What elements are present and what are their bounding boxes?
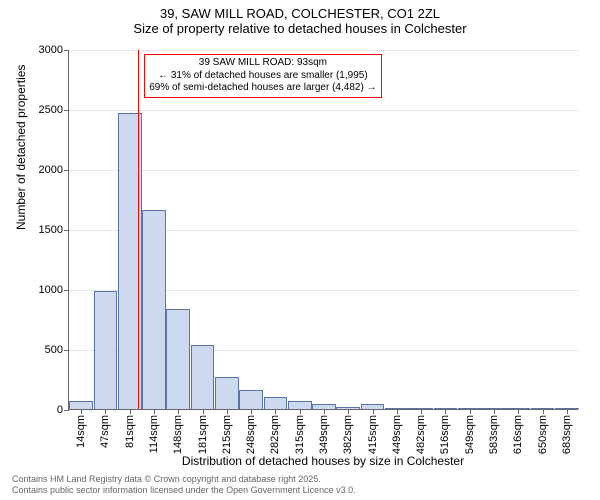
x-axis-label: Distribution of detached houses by size … — [68, 454, 578, 468]
histogram-bar — [142, 210, 166, 409]
y-tick — [64, 110, 69, 111]
property-marker-line — [138, 50, 139, 409]
x-tick — [494, 409, 495, 414]
x-tick — [178, 409, 179, 414]
x-tick — [445, 409, 446, 414]
x-tick — [81, 409, 82, 414]
y-tick-label: 2000 — [39, 164, 63, 176]
y-tick-label: 2500 — [39, 104, 63, 116]
y-tick-label: 1000 — [39, 284, 63, 296]
y-tick-label: 3000 — [39, 44, 63, 56]
y-tick-label: 500 — [45, 344, 63, 356]
x-tick — [567, 409, 568, 414]
x-tick — [300, 409, 301, 414]
y-tick — [64, 410, 69, 411]
x-tick-label: 14sqm — [75, 415, 87, 448]
chart-area: 05001000150020002500300014sqm47sqm81sqm1… — [68, 50, 578, 410]
title-block: 39, SAW MILL ROAD, COLCHESTER, CO1 2ZL S… — [0, 0, 600, 36]
histogram-bar — [215, 377, 239, 409]
x-tick — [348, 409, 349, 414]
x-tick-label: 349sqm — [318, 415, 330, 454]
footer-line2: Contains public sector information licen… — [12, 485, 356, 496]
x-tick — [518, 409, 519, 414]
x-tick — [105, 409, 106, 414]
x-tick-label: 382sqm — [342, 415, 354, 454]
footer-attribution: Contains HM Land Registry data © Crown c… — [12, 474, 356, 496]
x-tick — [324, 409, 325, 414]
x-tick — [203, 409, 204, 414]
y-axis-label: Number of detached properties — [14, 65, 28, 230]
callout-line: 39 SAW MILL ROAD: 93sqm — [149, 57, 376, 70]
histogram-bar — [239, 390, 263, 409]
x-tick-label: 683sqm — [561, 415, 573, 454]
histogram-bar — [69, 401, 93, 409]
histogram-bar — [191, 345, 215, 409]
x-tick-label: 181sqm — [197, 415, 209, 454]
callout-box: 39 SAW MILL ROAD: 93sqm← 31% of detached… — [144, 54, 381, 98]
x-tick — [373, 409, 374, 414]
title-address: 39, SAW MILL ROAD, COLCHESTER, CO1 2ZL — [0, 6, 600, 21]
x-tick-label: 415sqm — [367, 415, 379, 454]
x-tick-label: 148sqm — [172, 415, 184, 454]
x-tick-label: 449sqm — [391, 415, 403, 454]
x-tick — [154, 409, 155, 414]
x-tick-label: 616sqm — [512, 415, 524, 454]
y-tick — [64, 170, 69, 171]
x-tick-label: 81sqm — [124, 415, 136, 448]
y-tick — [64, 350, 69, 351]
gridline — [69, 50, 578, 51]
x-tick-label: 114sqm — [148, 415, 160, 453]
x-tick-label: 583sqm — [488, 415, 500, 454]
x-tick-label: 482sqm — [415, 415, 427, 454]
x-tick — [275, 409, 276, 414]
x-tick — [421, 409, 422, 414]
gridline — [69, 170, 578, 171]
y-tick — [64, 50, 69, 51]
gridline — [69, 110, 578, 111]
x-tick-label: 516sqm — [439, 415, 451, 454]
x-tick-label: 47sqm — [99, 415, 111, 448]
x-tick-label: 650sqm — [537, 415, 549, 454]
callout-line: ← 31% of detached houses are smaller (1,… — [149, 70, 376, 83]
x-tick — [251, 409, 252, 414]
x-tick — [543, 409, 544, 414]
x-tick-label: 215sqm — [221, 415, 233, 454]
histogram-bar — [166, 309, 190, 409]
y-tick — [64, 290, 69, 291]
y-tick-label: 0 — [57, 404, 63, 416]
x-tick — [397, 409, 398, 414]
y-tick-label: 1500 — [39, 224, 63, 236]
plot-region: 05001000150020002500300014sqm47sqm81sqm1… — [68, 50, 578, 410]
x-tick — [227, 409, 228, 414]
y-tick — [64, 230, 69, 231]
x-tick-label: 248sqm — [245, 415, 257, 454]
histogram-bar — [94, 291, 118, 409]
callout-line: 69% of semi-detached houses are larger (… — [149, 82, 376, 95]
x-tick — [130, 409, 131, 414]
chart-container: 39, SAW MILL ROAD, COLCHESTER, CO1 2ZL S… — [0, 0, 600, 500]
histogram-bar — [288, 401, 312, 409]
x-tick-label: 315sqm — [294, 415, 306, 454]
footer-line1: Contains HM Land Registry data © Crown c… — [12, 474, 356, 485]
x-tick — [470, 409, 471, 414]
histogram-bar — [264, 397, 288, 409]
x-tick-label: 282sqm — [269, 415, 281, 454]
x-tick-label: 549sqm — [464, 415, 476, 454]
title-subtitle: Size of property relative to detached ho… — [0, 21, 600, 36]
